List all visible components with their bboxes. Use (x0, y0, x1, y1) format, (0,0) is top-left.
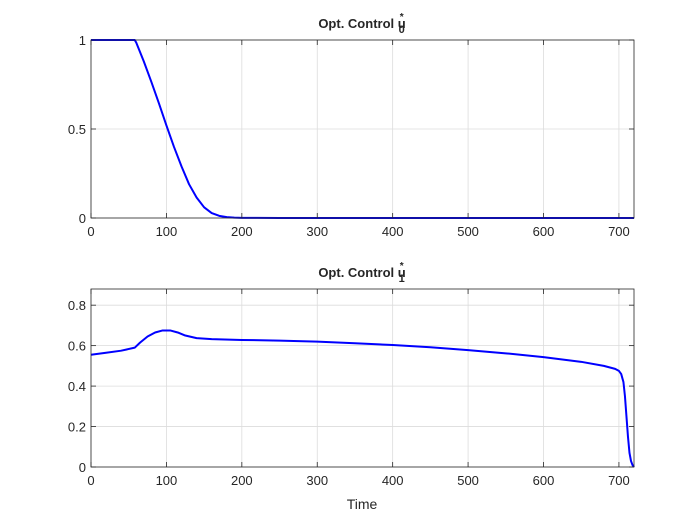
y-tick-label: 0.4 (68, 379, 86, 394)
series-line (90, 329, 635, 468)
x-tick-label: 300 (306, 473, 328, 488)
x-axis-label: Time (347, 496, 378, 512)
title-superscript: * (400, 261, 404, 272)
x-tick-label: 400 (382, 473, 404, 488)
title-main: Opt. Control u (318, 265, 405, 280)
y-tick-label: 0 (79, 460, 86, 475)
x-tick-label: 0 (87, 473, 94, 488)
axes-box (90, 288, 635, 468)
x-tick-label: 700 (608, 224, 630, 239)
y-tick-label: 0.8 (68, 298, 86, 313)
x-tick-label: 200 (231, 224, 253, 239)
y-tick-label: 0.2 (68, 420, 86, 435)
x-tick-label: 300 (306, 224, 328, 239)
x-tick-label: 200 (231, 473, 253, 488)
title-subscript: 1 (399, 273, 405, 285)
subplot-u0: 0 100 200 300 400 500 600 700 0 0.5 1 Opt. Control… (68, 12, 635, 239)
title-subscript: 0 (399, 24, 405, 36)
subplot-u1: 0 100 200 300 400 500 600 700 0 0.2 0.4 0.6 0.8 Opt.… (68, 261, 635, 512)
x-tick-label: 500 (457, 473, 479, 488)
title-main: Opt. Control u (318, 16, 405, 31)
x-tick-label: 500 (457, 224, 479, 239)
chart-title: Opt. Control u* 0 (318, 12, 405, 36)
x-tick-label: 600 (533, 473, 555, 488)
chart-title: Opt. Control u* 1 (318, 261, 405, 285)
title-superscript: * (400, 12, 404, 23)
plot-area (91, 289, 634, 467)
ticks: 0 100 200 300 400 500 600 700 0 0.5 1 (68, 33, 634, 239)
x-tick-label: 600 (533, 224, 555, 239)
ticks: 0 100 200 300 400 500 600 700 0 0.2 0.4 0.6 0.8 (68, 289, 634, 488)
y-tick-label: 1 (79, 33, 86, 48)
x-tick-label: 100 (156, 473, 178, 488)
x-tick-label: 0 (87, 224, 94, 239)
x-tick-label: 400 (382, 224, 404, 239)
y-tick-label: 0.6 (68, 339, 86, 354)
y-tick-label: 0 (79, 211, 86, 226)
x-tick-label: 700 (608, 473, 630, 488)
x-tick-label: 100 (156, 224, 178, 239)
series-group (90, 329, 635, 468)
y-tick-label: 0.5 (68, 122, 86, 137)
